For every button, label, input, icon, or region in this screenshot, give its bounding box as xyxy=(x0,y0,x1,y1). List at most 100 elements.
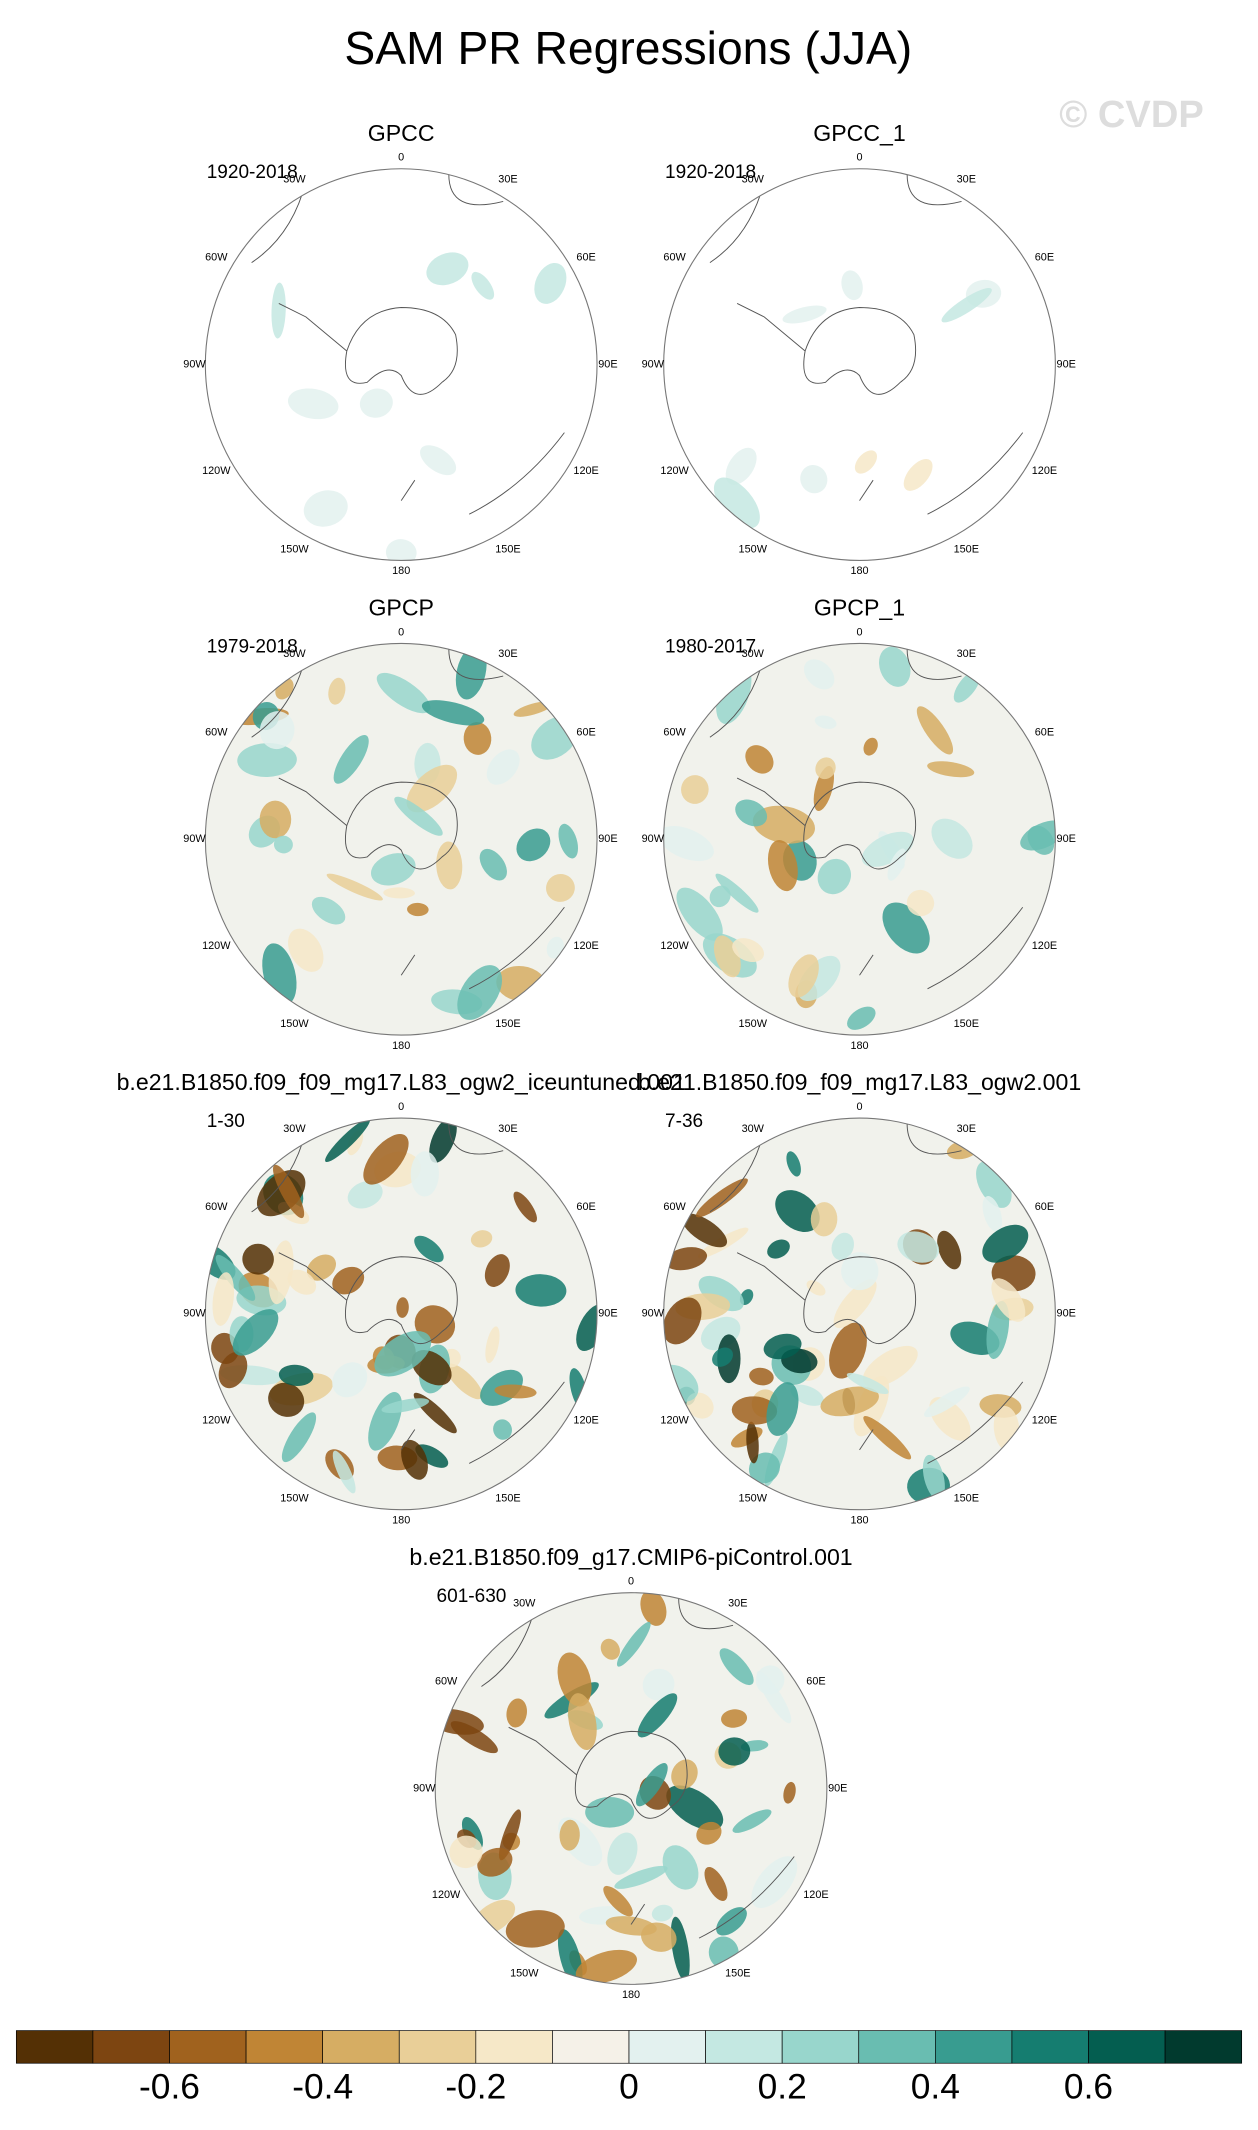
colorbar-tick-label: 0.2 xyxy=(758,2067,807,2106)
shading xyxy=(681,1213,728,1248)
shading xyxy=(470,1230,493,1248)
colorbar-box xyxy=(781,2030,860,2064)
lon-label: 60E xyxy=(576,252,595,264)
watermark: © CVDP xyxy=(1059,94,1203,136)
shading xyxy=(421,700,485,726)
colorbar-box xyxy=(1088,2030,1166,2064)
panel-title: GPCC_1 xyxy=(813,120,905,146)
lon-label: 150W xyxy=(280,543,309,555)
lon-label: 120W xyxy=(660,1415,689,1427)
colorbar-box xyxy=(245,2030,323,2064)
shading xyxy=(846,1372,889,1395)
shading xyxy=(381,1398,430,1413)
shading xyxy=(906,889,935,917)
map-border xyxy=(204,642,598,1036)
colorbar-box xyxy=(1011,2030,1089,2064)
shading xyxy=(829,1322,867,1379)
shading xyxy=(782,305,827,324)
lon-label: 60W xyxy=(663,1201,686,1213)
panel-title: b.e21.B1850.f09_g17.CMIP6-piControl.001 xyxy=(409,1544,852,1570)
shading xyxy=(484,1254,510,1287)
lon-label: 60E xyxy=(806,1676,825,1688)
lon-label: 90W xyxy=(642,833,665,845)
panel-title: GPCP xyxy=(368,595,434,621)
shading xyxy=(721,1709,748,1728)
shading xyxy=(991,1278,1026,1322)
lon-label: 180 xyxy=(392,565,410,577)
antarctica xyxy=(278,1252,458,1344)
shading xyxy=(698,1275,744,1312)
colorbar-box xyxy=(475,2030,553,2064)
lon-label: 30W xyxy=(742,1123,765,1135)
coastline xyxy=(251,1123,565,1464)
shading xyxy=(575,1949,638,1984)
colorbar-tick-label: -0.6 xyxy=(139,2067,200,2106)
lon-label: 30E xyxy=(498,648,517,660)
lon-label: 150E xyxy=(725,1967,750,1979)
shading xyxy=(752,805,815,844)
lon-label: 180 xyxy=(392,1514,410,1526)
shading xyxy=(767,840,798,892)
lon-label: 180 xyxy=(850,565,868,577)
shading xyxy=(614,1865,668,1889)
shading xyxy=(749,1367,774,1386)
shading xyxy=(713,477,760,529)
shading xyxy=(790,1384,824,1406)
shading xyxy=(237,743,297,777)
lon-label: 90E xyxy=(828,1782,847,1794)
shading xyxy=(637,1693,678,1738)
lon-label: 30E xyxy=(957,1123,976,1135)
shading xyxy=(513,701,553,717)
antarctica xyxy=(508,1726,688,1819)
lon-label: 180 xyxy=(850,1514,868,1526)
shading xyxy=(486,749,520,785)
shading xyxy=(788,954,819,998)
lon-label: 150E xyxy=(495,1018,520,1030)
shading xyxy=(218,1351,248,1389)
shading xyxy=(558,823,579,859)
colorbar-box xyxy=(92,2030,170,2064)
lon-label: 90E xyxy=(598,358,617,370)
colorbar-box xyxy=(322,2030,400,2064)
lon-label: 90W xyxy=(183,833,206,845)
colorbar-tick-label: 0 xyxy=(619,2067,639,2106)
shading xyxy=(751,1856,798,1909)
shading xyxy=(861,831,914,867)
lon-label: 30W xyxy=(283,1123,306,1135)
colorbar-box xyxy=(1164,2030,1243,2064)
coastline xyxy=(709,1123,1024,1464)
map-border xyxy=(434,1592,828,1985)
lon-label: 90W xyxy=(413,1782,436,1794)
shading xyxy=(800,465,828,494)
lon-label: 90E xyxy=(598,1308,617,1320)
shading xyxy=(557,1652,592,1707)
antarctica xyxy=(736,777,917,870)
shading xyxy=(516,828,551,862)
shading xyxy=(640,1592,667,1626)
shading xyxy=(924,1386,970,1418)
shading xyxy=(485,1326,500,1364)
shading xyxy=(986,1300,1010,1359)
panel-title: b.e21.B1850.f09_f09_mg17.L83_ogw2.001 xyxy=(638,1069,1081,1095)
shading xyxy=(635,1763,668,1807)
shading xyxy=(515,1274,567,1307)
lon-label: 120E xyxy=(803,1889,828,1901)
shading xyxy=(449,1835,483,1869)
shading xyxy=(232,1309,279,1356)
lon-label: 150W xyxy=(280,1018,309,1030)
colorbar-box xyxy=(628,2030,706,2064)
colorbar-box xyxy=(858,2030,936,2064)
lon-label: 120E xyxy=(573,465,598,477)
shading xyxy=(663,825,714,862)
shading xyxy=(325,1118,370,1163)
shading xyxy=(931,818,973,859)
panel-title: GPCC xyxy=(368,120,435,146)
shading xyxy=(716,1907,747,1936)
shading xyxy=(715,873,759,913)
colorbar-box xyxy=(398,2030,477,2064)
shading xyxy=(406,764,458,813)
shading xyxy=(268,1240,294,1305)
lon-label: 60E xyxy=(576,1201,595,1213)
shading xyxy=(718,1737,751,1766)
